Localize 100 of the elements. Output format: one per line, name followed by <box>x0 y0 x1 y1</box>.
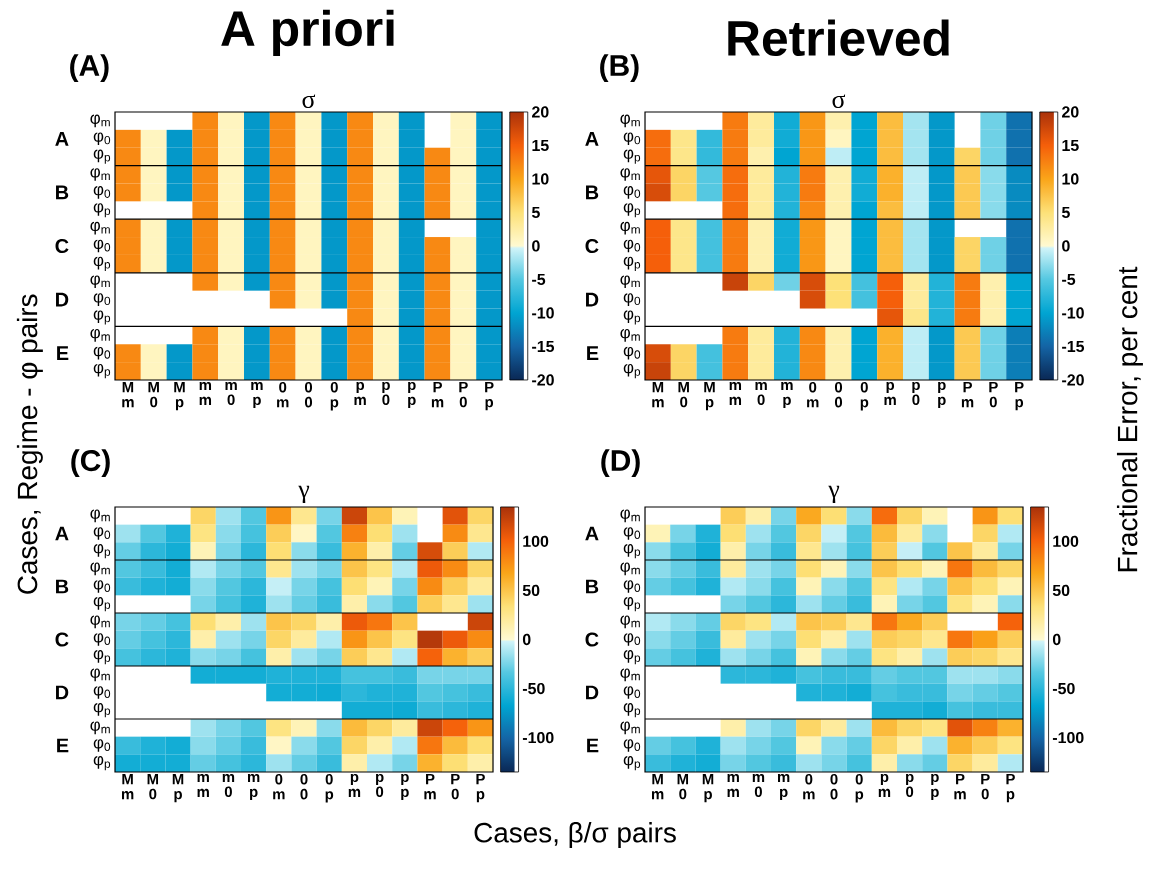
color-bar-label: 100 <box>1053 535 1079 547</box>
y-tick-label: φ$_{m}$ <box>90 329 110 342</box>
y-tick-label: φ$_{0}$ <box>93 686 111 699</box>
text: A <box>585 131 599 146</box>
y-tick-label: φ$_{0}$ <box>93 239 111 253</box>
x-tick-label: m 0 <box>225 381 237 406</box>
text: A <box>585 526 599 541</box>
text: B <box>586 185 599 200</box>
y-tick-label: φ$_{p}$ <box>623 650 641 665</box>
color-bar-label: -100 <box>522 731 554 744</box>
y-tick-label: φ$_{0}$ <box>623 580 641 593</box>
text: D <box>586 292 599 307</box>
color-bar-label: -50 <box>1052 682 1075 695</box>
text: E <box>587 346 599 361</box>
color-bar-label: -10 <box>532 307 554 319</box>
text: A <box>55 526 69 541</box>
text: E <box>57 346 69 361</box>
x-tick-label: P 0 <box>981 773 990 800</box>
y-tick-label: φ$_{m}$ <box>620 721 640 735</box>
x-tick-label: M 0 <box>677 773 689 800</box>
text: (C) <box>71 449 110 478</box>
x-tick-label: M p <box>172 773 184 803</box>
y-tick-label: φ$_{m}$ <box>620 562 640 576</box>
y-tick-label: φ$_{0}$ <box>93 633 111 646</box>
x-tick-label: m p <box>777 773 790 800</box>
x-tick-label: M p <box>174 381 185 411</box>
color-bar-label: -50 <box>522 682 545 695</box>
color-bar-label: 15 <box>1062 139 1079 152</box>
color-bar-label: 5 <box>531 206 540 219</box>
x-axis-title: Cases, β/σ pairs <box>474 822 676 849</box>
y-tick-label: φ$_{0}$ <box>623 527 641 540</box>
text: D <box>586 685 599 700</box>
x-tick-label: m m <box>729 381 742 405</box>
color-bar-label: 10 <box>1062 173 1079 185</box>
x-tick-label: M 0 <box>678 381 689 408</box>
text: Retrieved <box>728 19 949 57</box>
y-tick-label: φ$_{p}$ <box>93 363 111 379</box>
text: C <box>585 238 599 254</box>
x-tick-label: m m <box>727 773 739 797</box>
x-tick-label: 0 m <box>273 773 285 800</box>
x-tick-label: 0 m <box>807 381 819 408</box>
color-bar-label: 15 <box>532 139 549 152</box>
y-tick-label: φ$_{p}$ <box>93 756 111 771</box>
y-tick-label: φ$_{m}$ <box>620 615 640 629</box>
x-tick-label: P m <box>424 773 436 800</box>
x-tick-label: P m <box>431 381 444 408</box>
y-tick-label: φ$_{p}$ <box>93 650 111 665</box>
y-tick-label: φ$_{0}$ <box>93 346 111 360</box>
color-bar-label: 50 <box>1052 584 1070 597</box>
text: (B) <box>600 54 639 83</box>
y-tick-label: φ$_{p}$ <box>623 544 641 559</box>
x-tick-label: m m <box>197 773 209 797</box>
x-tick-label: 0 0 <box>834 381 843 408</box>
x-tick-label: P p <box>476 773 485 803</box>
x-tick-label: 0 0 <box>300 773 308 800</box>
text: C <box>585 632 599 647</box>
text: D <box>56 292 69 307</box>
y-tick-label: φ$_{m}$ <box>90 114 110 128</box>
chart-title: σ <box>832 94 846 109</box>
x-tick-label: m p <box>247 773 260 800</box>
y-tick-label: φ$_{m}$ <box>90 562 110 576</box>
chart-title: γ <box>828 485 840 504</box>
y-tick-label: φ$_{p}$ <box>623 149 641 164</box>
x-tick-label: M p <box>704 381 715 411</box>
x-tick-label: p p <box>938 381 946 409</box>
y-tick-label: φ$_{p}$ <box>93 544 111 559</box>
x-tick-label: M p <box>702 773 714 803</box>
text: A <box>55 131 69 146</box>
y-tick-label: φ$_{m}$ <box>90 615 110 629</box>
x-tick-label: P 0 <box>459 381 468 408</box>
x-tick-label: p m <box>884 381 896 405</box>
color-bar-label: 100 <box>523 535 549 547</box>
y-tick-label: φ$_{p}$ <box>93 703 111 718</box>
chart-title: σ <box>302 94 316 109</box>
x-tick-label: m 0 <box>752 773 765 798</box>
color-bar-label: 0 <box>1052 633 1061 646</box>
x-tick-label: p 0 <box>912 381 920 406</box>
y-tick-label: φ$_{0}$ <box>623 132 641 146</box>
text: (D) <box>601 449 640 478</box>
y-tick-label: φ$_{p}$ <box>93 203 111 218</box>
y-tick-label: φ$_{m}$ <box>620 329 640 342</box>
y-tick-label: φ$_{0}$ <box>93 527 111 540</box>
x-tick-label: p p <box>931 773 939 801</box>
y-tick-label: φ$_{0}$ <box>93 132 111 146</box>
color-bar-label: 20 <box>1062 106 1079 118</box>
y-tick-label: φ$_{0}$ <box>623 293 641 306</box>
text: D <box>56 685 69 700</box>
color-bar-label: -20 <box>1062 374 1084 386</box>
color-bar-label: -15 <box>532 340 555 353</box>
y-tick-label: φ$_{m}$ <box>620 668 640 682</box>
x-tick-label: P p <box>1015 381 1024 411</box>
text: E <box>57 738 69 753</box>
color-bar-label: -15 <box>1062 340 1085 353</box>
x-tick-label: p 0 <box>906 773 914 798</box>
color-bar-label: 0 <box>522 633 531 646</box>
y-tick-label: φ$_{m}$ <box>90 275 110 289</box>
x-tick-label: 0 0 <box>830 773 838 800</box>
y-tick-label: φ$_{m}$ <box>90 721 110 735</box>
x-tick-label: P p <box>485 381 494 411</box>
y-tick-label: φ$_{0}$ <box>623 686 641 699</box>
